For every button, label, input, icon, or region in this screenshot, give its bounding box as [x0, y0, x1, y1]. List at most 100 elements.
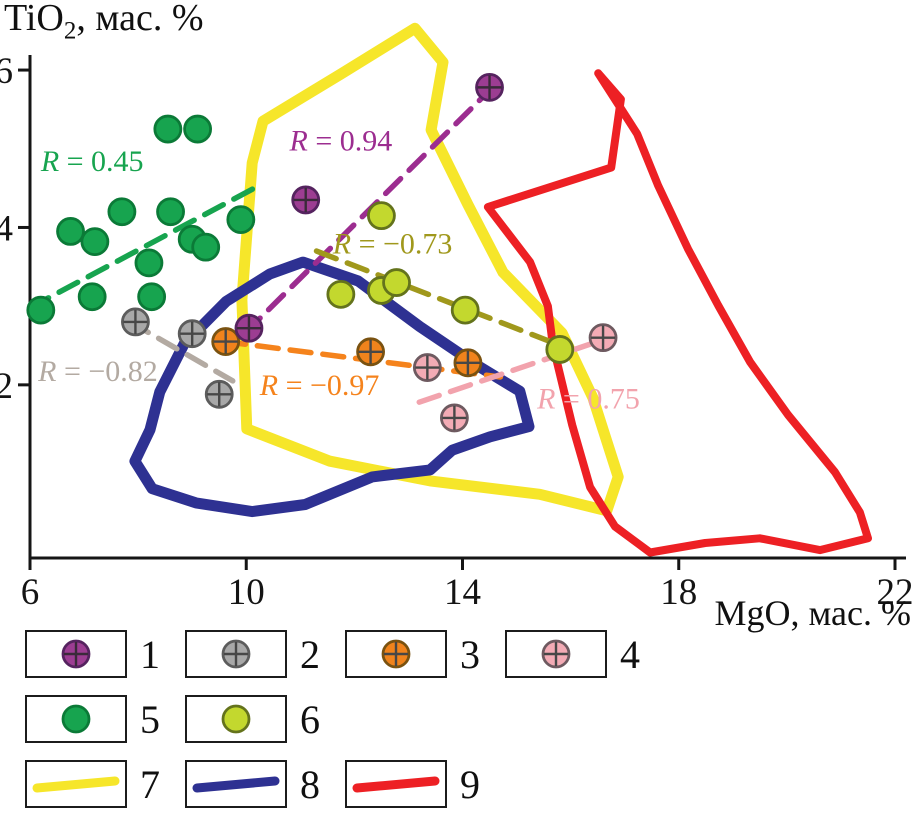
legend-marker-purple-crossed: [61, 639, 91, 669]
correlation-label-olive: R = −0.73: [332, 227, 453, 260]
data-point-yellow-green-filled: [382, 268, 411, 297]
marker-cross: [358, 339, 383, 364]
legend-swatch-box: [185, 695, 287, 743]
data-point-green-filled: [134, 248, 164, 278]
data-point-green-filled: [56, 216, 85, 246]
correlation-label-green: R = 0.45: [40, 145, 144, 178]
legend-row-1: 1 2 3 4: [0, 630, 919, 678]
legend-symbol: [61, 639, 91, 669]
legend-line-red-field: [352, 776, 440, 793]
marker-cross: [213, 329, 238, 354]
legend-label: 8: [300, 761, 320, 807]
correlation-label-value: = 0.45: [59, 145, 143, 178]
legend-label: 2: [300, 631, 320, 677]
marker-circle: [77, 282, 107, 312]
data-point-purple-crossed: [234, 313, 264, 343]
marker-cross: [591, 325, 616, 350]
legend-item-2: 2: [185, 630, 345, 678]
marker-circle: [191, 232, 221, 262]
data-point-green-filled: [80, 227, 110, 257]
correlation-label-R: R: [37, 355, 56, 388]
regression-line-grey: [127, 319, 236, 384]
y-tick-label: 4: [0, 208, 13, 249]
legend-item-9: 9: [345, 760, 505, 808]
regression-line-olive: [313, 248, 574, 353]
legend-line-blue-field: [192, 776, 280, 793]
chart-area: 6 10 14 18 22 2 4 6 R = 0.45 R = 0.94 R = −0.73 R =…: [0, 0, 914, 633]
legend-marker-grey-crossed: [221, 639, 251, 669]
marker-cross: [455, 350, 480, 375]
data-point-green-filled: [191, 232, 221, 262]
marker-circle: [107, 197, 137, 227]
marker-circle: [183, 114, 212, 144]
data-point-green-filled: [153, 114, 183, 144]
marker-cross: [236, 316, 261, 341]
marker-cross: [415, 355, 440, 380]
marker-circle: [221, 704, 251, 734]
data-point-yellow-green-filled: [545, 335, 575, 364]
legend-line-yellow-field: [32, 776, 120, 793]
marker-cross: [477, 75, 502, 100]
data-point-yellow-green-filled: [367, 201, 396, 231]
legend-row-3: 7 8 9: [0, 760, 919, 808]
data-point-orange-crossed: [211, 327, 241, 356]
correlation-label-R: R: [536, 382, 555, 415]
correlation-label-value: = 0.75: [555, 382, 639, 415]
data-point-green-filled: [137, 282, 167, 312]
marker-circle: [226, 205, 256, 234]
legend-item-5: 5: [25, 695, 185, 743]
correlation-label-value: = −0.97: [278, 369, 379, 402]
x-axis-title: MgO, мас. %: [714, 593, 912, 633]
legend-marker-orange-crossed: [381, 639, 411, 669]
legend-label: 3: [460, 631, 480, 677]
legend-symbol: [381, 639, 411, 669]
data-point-purple-crossed: [291, 185, 321, 215]
data-point-grey-crossed: [121, 307, 150, 337]
marker-circle: [153, 114, 183, 144]
legend-item-3: 3: [345, 630, 505, 678]
x-tick-label: 14: [444, 572, 481, 613]
marker-circle: [137, 282, 167, 312]
correlation-label-R: R: [40, 145, 59, 178]
marker-circle: [450, 295, 480, 325]
correlation-label-pink: R = 0.75: [536, 382, 640, 415]
legend-swatch-box: [345, 760, 447, 808]
legend-label: 5: [140, 696, 160, 742]
y-axis-title: TiO2, мас. %: [4, 0, 204, 46]
field-outline-yellow-field: [236, 22, 624, 517]
x-tick-label: 6: [21, 572, 40, 613]
y-tick-label: 6: [0, 51, 13, 92]
marker-circle: [26, 295, 56, 325]
legend-swatch-box: [25, 760, 127, 808]
marker-circle: [56, 216, 85, 246]
marker-circle: [61, 704, 91, 734]
correlation-label-R: R: [289, 124, 308, 157]
legend-swatch-box: [185, 630, 287, 678]
legend-swatch-box: [185, 760, 287, 808]
legend-item-4: 4: [505, 630, 665, 678]
data-point-grey-crossed: [177, 319, 207, 349]
correlation-label-value: = −0.82: [56, 355, 157, 388]
y-axis-title-text: TiO: [4, 0, 64, 39]
y-tick-label: 2: [0, 366, 13, 407]
data-point-green-filled: [156, 197, 185, 227]
data-point-grey-crossed: [204, 379, 234, 409]
field-outline-red-field: [483, 69, 872, 557]
regression-line-green: [27, 185, 258, 311]
legend-swatch-box: [25, 695, 127, 743]
data-point-pink-crossed: [439, 403, 469, 433]
y-axis-title-subscript: 2: [63, 17, 77, 45]
marker-cross: [207, 382, 232, 407]
legend-item-6: 6: [185, 695, 345, 743]
legend-marker-yellow-green-filled: [221, 704, 251, 734]
legend-item-7: 7: [25, 760, 185, 808]
legend-swatch-box: [25, 630, 127, 678]
marker-circle: [156, 197, 185, 227]
correlation-label-grey: R = −0.82: [37, 355, 158, 388]
x-tick-label: 18: [660, 572, 697, 613]
correlation-label-value: = −0.73: [351, 227, 452, 260]
data-point-orange-crossed: [453, 348, 483, 378]
